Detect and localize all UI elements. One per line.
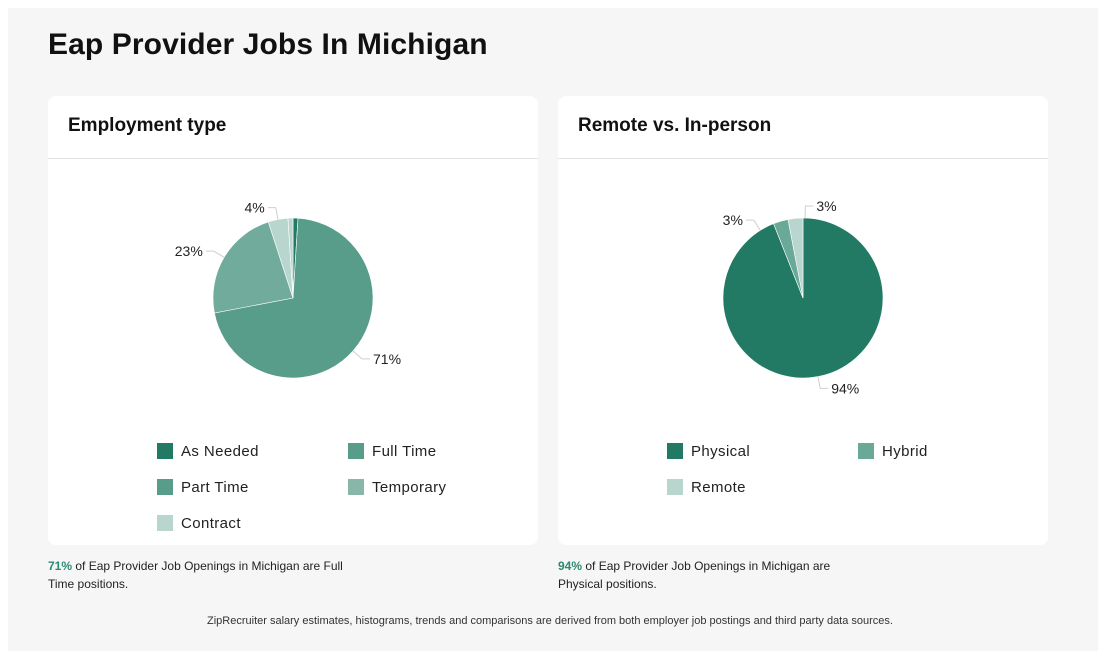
employment-type-summary: 71% of Eap Provider Job Openings in Mich…: [48, 557, 348, 593]
data-label-leader-line: [205, 250, 225, 258]
legend-swatch: [157, 479, 173, 495]
page-title: Eap Provider Jobs In Michigan: [48, 28, 488, 61]
data-label-temporary: 4%: [245, 200, 265, 216]
pie-slice-part-time: [212, 221, 294, 314]
data-label-leader-line: [804, 205, 814, 219]
legend-label: Hybrid: [882, 442, 928, 460]
pie-slice-full-time: [214, 217, 374, 379]
data-label-physical: 94%: [831, 380, 859, 396]
summary-percentage: 71%: [48, 559, 73, 573]
legend-label: Part Time: [181, 478, 249, 496]
card-title: Employment type: [68, 115, 227, 136]
legend-item-physical: Physical: [667, 442, 750, 460]
legend-item-temporary: Temporary: [348, 478, 446, 496]
legend-item-hybrid: Hybrid: [858, 442, 928, 460]
data-label-leader-line: [352, 350, 371, 360]
summary-text: of Eap Provider Job Openings in Michigan…: [558, 559, 831, 591]
data-label-leader-line: [267, 207, 279, 220]
pie-slice-remote: [787, 217, 804, 299]
summary-text: of Eap Provider Job Openings in Michigan…: [48, 559, 343, 591]
legend-swatch: [157, 443, 173, 459]
legend-item-part-time: Part Time: [157, 478, 249, 496]
legend-item-full-time: Full Time: [348, 442, 436, 460]
legend-swatch: [667, 479, 683, 495]
data-label-part-time: 23%: [175, 243, 203, 259]
summary-percentage: 94%: [558, 559, 583, 573]
legend-item-as-needed: As Needed: [157, 442, 259, 460]
legend-swatch: [667, 443, 683, 459]
employment-type-pie-chart: 71% 23% 4%: [175, 200, 401, 379]
divider: [558, 158, 1048, 159]
legend-swatch: [348, 443, 364, 459]
employment-type-card: Employment type 71% 23% 4% As Needed Full T…: [48, 96, 538, 545]
remote-vs-in-person-card: Remote vs. In-person 94% 3% 3% Physical Hyb…: [558, 96, 1048, 545]
legend-item-contract: Contract: [157, 514, 241, 532]
legend-label: Full Time: [372, 442, 437, 460]
divider: [48, 158, 538, 159]
remote-summary: 94% of Eap Provider Job Openings in Mich…: [558, 557, 858, 593]
legend-label: Temporary: [372, 478, 447, 496]
data-label-leader-line: [745, 219, 761, 231]
remote-vs-in-person-pie-chart: 94% 3% 3%: [723, 198, 884, 396]
legend-swatch: [858, 443, 874, 459]
footnote: ZipRecruiter salary estimates, histogram…: [207, 615, 893, 627]
pie-slice-contract: [287, 217, 294, 299]
legend-label: Remote: [691, 478, 746, 496]
legend-label: Physical: [691, 442, 751, 460]
legend-label: Contract: [181, 514, 241, 532]
legend-swatch: [157, 515, 173, 531]
card-title: Remote vs. In-person: [578, 115, 772, 136]
legend-item-remote: Remote: [667, 478, 746, 496]
legend-swatch: [348, 479, 364, 495]
data-label-full-time: 71%: [373, 351, 401, 367]
legend-label: As Needed: [181, 442, 259, 460]
data-label-leader-line: [817, 376, 829, 389]
data-label-hybrid: 3%: [723, 212, 743, 228]
data-label-remote: 3%: [816, 198, 836, 214]
